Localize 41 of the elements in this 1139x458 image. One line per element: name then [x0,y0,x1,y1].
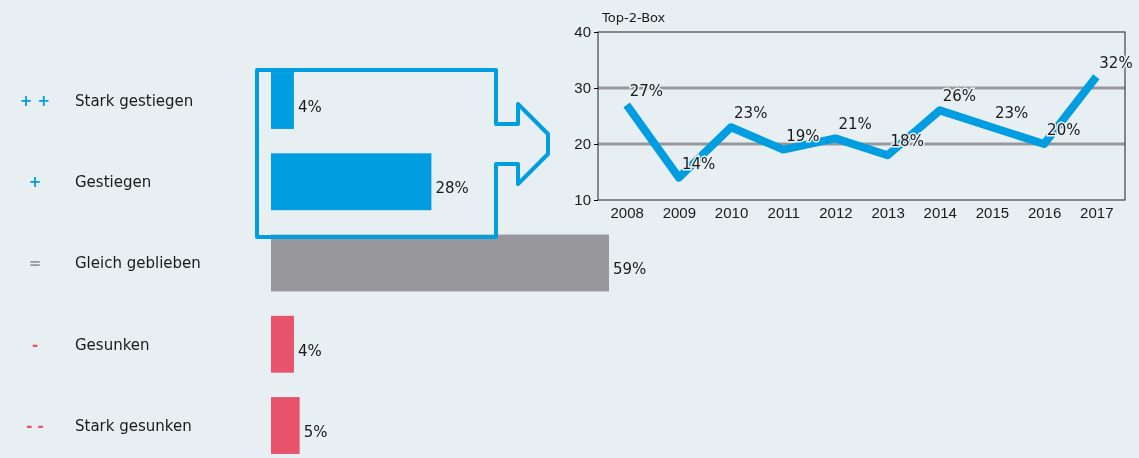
text: 21% [838,115,872,134]
text: + + [19,91,51,110]
text: = [28,254,42,273]
x-tick-label: 2013 [871,203,905,221]
x-tick-label: 2008 [610,203,644,221]
data-label: 28% [435,179,469,197]
data-label: 59% [613,260,647,279]
y-tick-label: 30 [574,79,591,97]
y-tick-label: Gesunken [75,335,150,354]
y-tick-label: Gestiegen [75,173,152,191]
y-tick-label: 40 [574,23,591,41]
text: 32% [1099,53,1133,72]
data-label: 4% [297,97,322,116]
bar [271,72,294,129]
y-tick-label: 20 [574,135,591,153]
x-tick-label: 2011 [767,203,800,221]
data-label: 4% [297,341,322,360]
bar [271,153,432,211]
text: 23% [994,104,1029,123]
text: 26% [942,87,977,106]
text: 27% [629,81,664,100]
bar [271,397,300,454]
x-tick-label: 2017 [1080,203,1114,221]
data-label: 5% [303,422,328,441]
y-tick-label: Stark gesunken [75,416,192,435]
x-tick-label: 2012 [819,203,853,221]
x-tick-label: 2015 [975,203,1010,221]
y-tick-label: Gleich geblieben [75,254,201,273]
y-tick-label: 10 [574,191,591,209]
text: 19% [786,126,820,145]
chart-title: Top-2-Box [601,10,666,25]
bar [271,315,294,373]
x-tick-label: 2014 [923,203,957,221]
text: - [31,335,39,354]
x-tick-label: 2010 [714,203,749,221]
x-tick-label: 2016 [1027,203,1062,221]
x-tick-label: 2009 [662,203,697,221]
y-tick-label: Stark gestiegen [75,91,194,110]
text: - - [26,416,44,435]
text: 23% [734,104,768,123]
text: + [28,173,42,191]
